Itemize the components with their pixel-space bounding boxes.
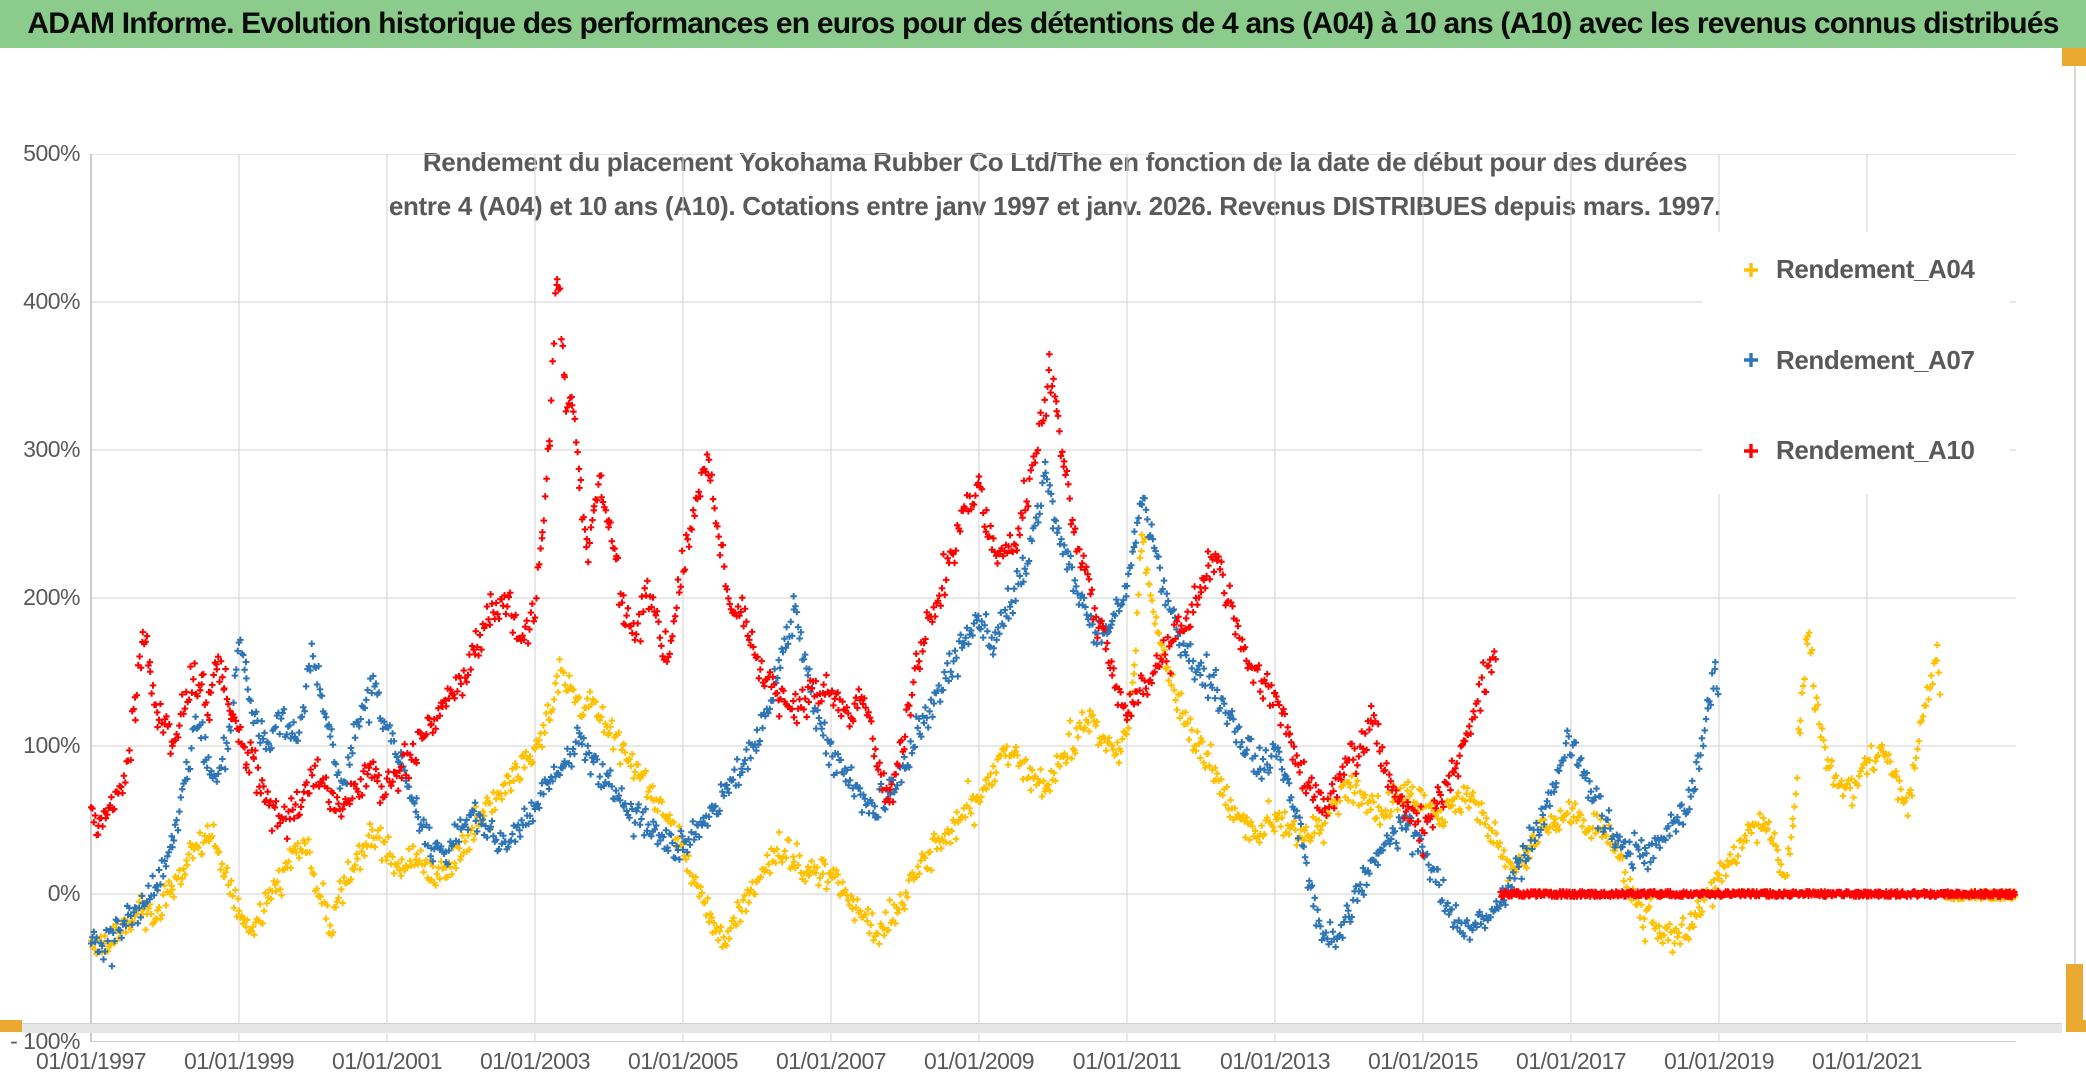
x-axis-tick-label: 01/01/2003 — [479, 1048, 591, 1074]
legend-label: Rendement_A07 — [1776, 344, 1975, 375]
plus-marker-icon — [1744, 443, 1758, 458]
gold-accent-bottom-right — [2066, 964, 2083, 1032]
gold-accent-bottom-right-corner — [2066, 1020, 2086, 1032]
y-axis-tick-label: 500% — [23, 140, 80, 166]
legend-label: Rendement_A10 — [1776, 435, 1975, 465]
page-border-right — [2074, 66, 2076, 964]
x-axis-tick-label: 01/01/2009 — [923, 1048, 1035, 1074]
x-axis-tick-label: 01/01/2021 — [1811, 1048, 1923, 1074]
report-title: ADAM Informe. Evolution historique des p… — [27, 7, 2059, 40]
x-axis-tick-label: 01/01/1999 — [183, 1048, 295, 1074]
y-axis-tick-label: 0% — [47, 880, 81, 906]
x-axis-tick-label: 01/01/2017 — [1515, 1048, 1627, 1074]
gold-accent-bottom-left — [0, 1020, 22, 1032]
report-title-banner: ADAM Informe. Evolution historique des p… — [0, 0, 2086, 48]
series-Rendement_A10-zero-line — [1497, 888, 2018, 900]
plus-marker-icon — [1744, 353, 1758, 367]
legend-item-a04: Rendement_A04 — [1742, 254, 2010, 285]
chart-title: Rendement du placement Yokohama Rubber C… — [320, 140, 1790, 228]
x-axis-tick-label: 01/01/2005 — [627, 1048, 739, 1074]
chart-title-line1: Rendement du placement Yokohama Rubber C… — [422, 147, 1688, 177]
legend-item-a10: Rendement_A10 — [1742, 435, 2010, 466]
chart-title-line2: entre 4 (A04) et 10 ans (A10). Cotations… — [388, 191, 1722, 221]
x-axis-tick-label: 01/01/2001 — [331, 1048, 443, 1074]
chart-area: Rendement du placement Yokohama Rubber C… — [0, 62, 2086, 1074]
x-axis-tick-label: 01/01/1997 — [35, 1048, 147, 1074]
y-axis-tick-label: 100% — [23, 732, 80, 758]
x-axis-tick-label: 01/01/2015 — [1367, 1048, 1479, 1074]
scatter-plot-canvas — [88, 154, 2018, 1042]
series-Rendement_A10 — [88, 276, 1499, 859]
x-axis-tick-label: 01/01/2019 — [1663, 1048, 1775, 1074]
plus-marker-icon — [1744, 262, 1758, 277]
x-axis-tick-label: 01/01/2013 — [1219, 1048, 1331, 1074]
x-axis-tick-label: 01/01/2011 — [1072, 1048, 1182, 1074]
legend: Rendement_A04 Rendement_A07 Rendement_A1… — [1702, 232, 2010, 494]
bottom-divider-strip — [22, 1023, 2062, 1033]
y-axis-tick-label: 400% — [23, 288, 80, 314]
y-axis-tick-label: 300% — [23, 436, 80, 462]
legend-label: Rendement_A04 — [1776, 254, 1975, 284]
x-axis-tick-label: 01/01/2007 — [775, 1048, 887, 1074]
y-axis-tick-label: 200% — [23, 584, 80, 610]
gold-accent-top-right — [2062, 48, 2086, 66]
legend-item-a07: Rendement_A07 — [1742, 345, 2010, 376]
